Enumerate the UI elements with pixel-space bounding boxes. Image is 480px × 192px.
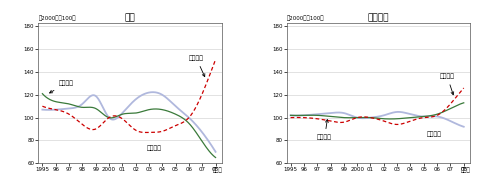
Title: アメリカ: アメリカ [368, 13, 389, 22]
Text: 交易条件: 交易条件 [426, 131, 442, 137]
Text: 輸入価格: 輸入価格 [440, 74, 455, 95]
Text: 輸入価格: 輸入価格 [189, 55, 205, 77]
Text: （2000年＝100）: （2000年＝100） [38, 15, 76, 21]
Text: （年）: （年） [213, 168, 222, 173]
Text: 輸出価格: 輸出価格 [49, 81, 73, 93]
Text: 輸出価格: 輸出価格 [317, 120, 332, 140]
Text: （2000年＝100）: （2000年＝100） [287, 15, 324, 21]
Text: （年）: （年） [461, 168, 470, 173]
Title: 日本: 日本 [125, 13, 136, 22]
Text: 交易条件: 交易条件 [146, 145, 161, 151]
